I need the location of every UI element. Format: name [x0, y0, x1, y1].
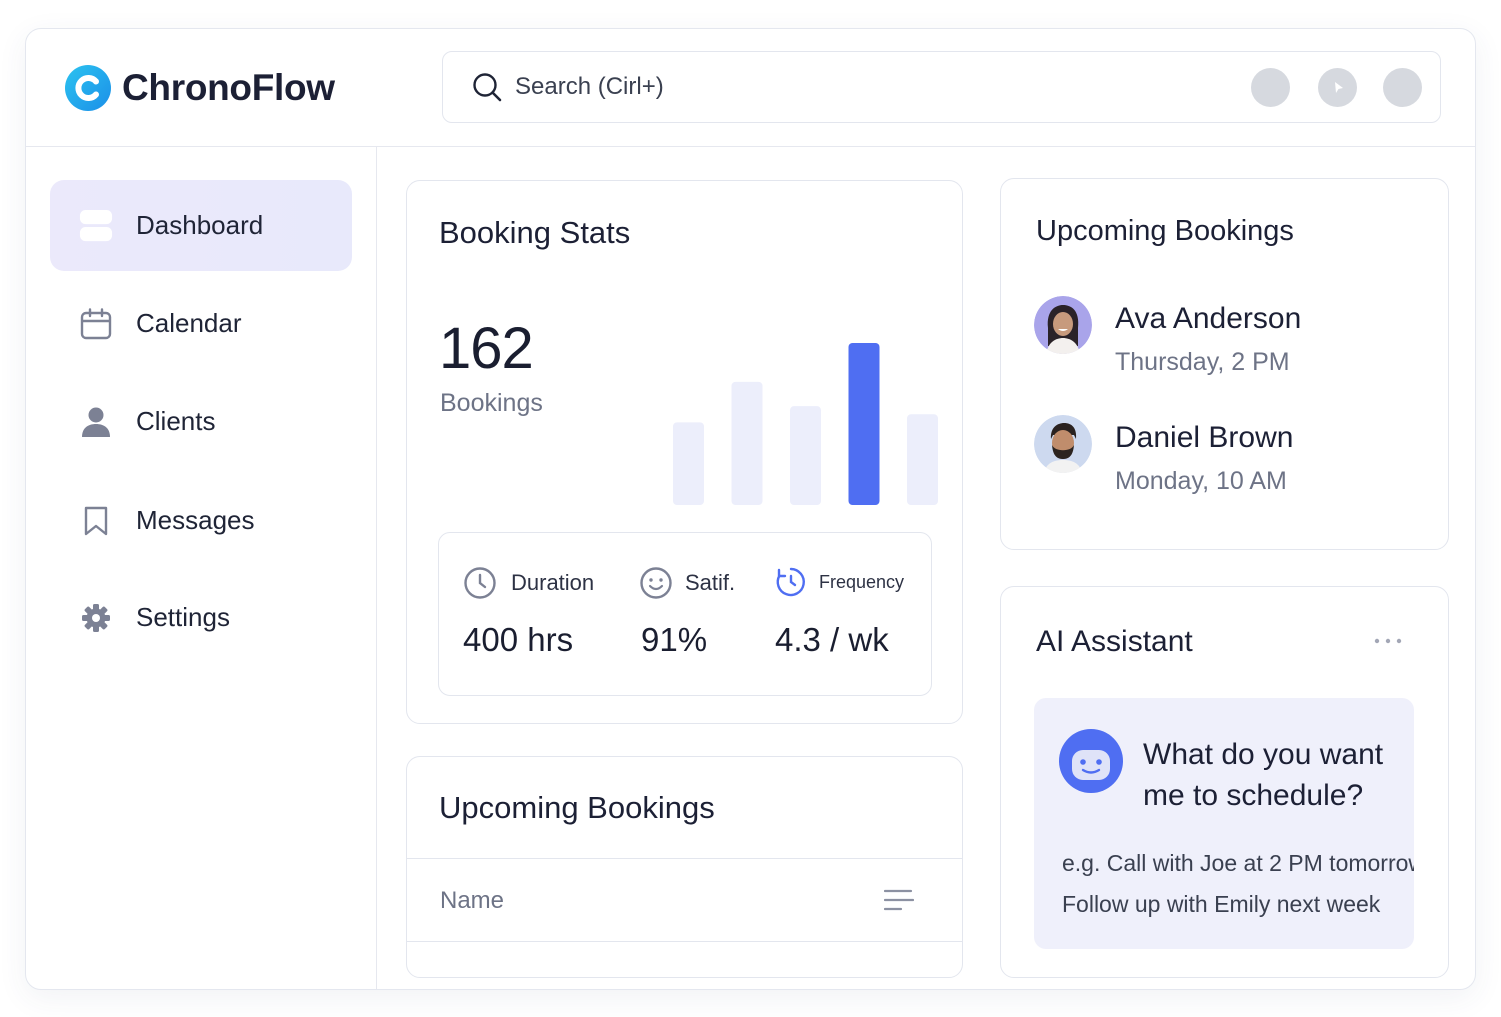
bookmark-icon [79, 504, 113, 538]
clock-icon [464, 567, 496, 599]
booking-time: Thursday, 2 PM [1115, 348, 1290, 376]
metric-label: Duration [511, 570, 595, 595]
app-window: ChronoFlow Da [25, 28, 1476, 990]
notifications-button[interactable] [1251, 68, 1290, 107]
upcoming-table-title: Upcoming Bookings [439, 790, 715, 825]
booking-item[interactable]: Ava Anderson Thursday, 2 PM [1034, 296, 1301, 376]
ai-assistant-card: AI Assistant What do you want me to sche… [1000, 586, 1449, 978]
cursor-icon [1334, 81, 1343, 93]
sidebar-item-label: Messages [136, 505, 255, 535]
sidebar-item-messages[interactable]: Messages [50, 475, 352, 566]
sidebar: Dashboard Calendar Clients [26, 147, 377, 989]
chart-bar [731, 381, 763, 505]
upcoming-bookings-title: Upcoming Bookings [1036, 215, 1294, 247]
ai-question: What do you want me to schedule? [1143, 738, 1384, 812]
more-options-icon[interactable] [1374, 637, 1402, 645]
booking-stats-card: Booking Stats 162 Bookings Duration 400 … [406, 180, 963, 724]
sidebar-item-label: Calendar [136, 308, 242, 338]
avatar [1034, 296, 1092, 354]
sort-icon[interactable] [884, 889, 914, 911]
top-bar: ChronoFlow [26, 29, 1475, 147]
play-button[interactable] [1318, 68, 1357, 107]
user-icon [79, 405, 113, 439]
sidebar-item-calendar[interactable]: Calendar [50, 278, 352, 369]
total-bookings-label: Bookings [440, 389, 543, 417]
upcoming-bookings-table-card: Upcoming Bookings Name [406, 756, 963, 978]
ai-assistant-title: AI Assistant [1036, 625, 1193, 658]
logo-icon [65, 65, 111, 111]
total-bookings-value: 162 [439, 316, 534, 381]
search-bar[interactable] [442, 51, 1441, 123]
sidebar-item-label: Dashboard [136, 210, 264, 240]
metric-value: 4.3 / wk [775, 621, 889, 658]
search-icon [473, 73, 502, 102]
booking-name: Daniel Brown [1115, 421, 1294, 454]
gear-icon [79, 601, 113, 635]
booking-name: Ava Anderson [1115, 302, 1302, 335]
upcoming-bookings-card: Upcoming Bookings Ava Anderson Thursday,… [1000, 178, 1449, 550]
smile-icon [640, 567, 672, 599]
calendar-icon [79, 307, 113, 341]
chart-bar [790, 406, 821, 505]
booking-time: Monday, 10 AM [1115, 467, 1287, 495]
ai-example[interactable]: Follow up with Emily next week [1062, 891, 1381, 917]
robot-icon [1059, 729, 1123, 793]
bookings-bar-chart [673, 343, 938, 505]
chart-bar [848, 343, 880, 505]
app-name: ChronoFlow [122, 67, 335, 108]
metric-label: Satif. [685, 570, 736, 595]
sidebar-item-label: Settings [136, 602, 230, 632]
column-header-name[interactable]: Name [440, 887, 505, 914]
sidebar-item-label: Clients [136, 406, 216, 436]
metric-value: 91% [641, 621, 708, 658]
avatar [1034, 415, 1092, 473]
table-header: Name [407, 858, 962, 942]
booking-item[interactable]: Daniel Brown Monday, 10 AM [1034, 415, 1293, 495]
ai-example[interactable]: e.g. Call with Joe at 2 PM tomorrow [1062, 850, 1414, 876]
dashboard-icon [79, 209, 113, 243]
booking-stats-title: Booking Stats [439, 215, 631, 250]
chart-bar [907, 414, 938, 505]
chart-bar [673, 422, 704, 505]
sidebar-item-dashboard[interactable]: Dashboard [50, 180, 352, 271]
search-input[interactable] [515, 73, 1115, 101]
ai-prompt-box[interactable]: What do you want me to schedule? e.g. Ca… [1034, 698, 1414, 949]
refresh-clock-icon [776, 567, 805, 597]
logo[interactable]: ChronoFlow [64, 64, 335, 112]
metrics-panel: Duration 400 hrs Satif. 91% [438, 532, 932, 696]
metric-value: 400 hrs [463, 621, 574, 658]
metric-label: Frequency [819, 571, 905, 592]
sidebar-item-clients[interactable]: Clients [50, 376, 352, 467]
sidebar-item-settings[interactable]: Settings [50, 572, 352, 663]
profile-button[interactable] [1383, 68, 1422, 107]
